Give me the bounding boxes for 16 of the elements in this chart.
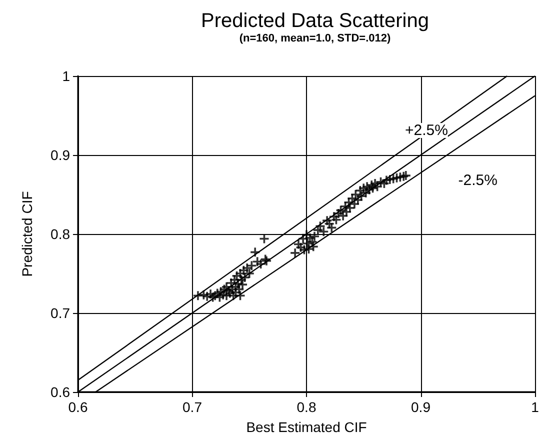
x-tick-label: 1	[531, 399, 540, 415]
y-axis-title: Predicted CIF	[19, 191, 35, 277]
annotation: -2.5%	[458, 172, 498, 189]
y-tick-label: 0.6	[50, 384, 70, 400]
y-tick-label: 0.7	[50, 305, 70, 321]
y-tick-label: 0.9	[50, 147, 70, 163]
x-tick-label: 0.8	[296, 399, 316, 415]
chart-title: Predicted Data Scattering	[201, 10, 429, 32]
chart-subtitle: (n=160, mean=1.0, STD=.012)	[239, 32, 391, 44]
x-axis-title: Best Estimated CIF	[246, 419, 367, 435]
y-tick-label: 0.8	[50, 226, 70, 242]
annotation: +2.5%	[404, 122, 448, 140]
x-tick-label: 0.6	[68, 399, 88, 415]
x-tick-label: 0.7	[182, 399, 202, 415]
x-tick-label: 0.9	[411, 399, 431, 415]
y-tick-label: 1	[62, 68, 70, 84]
